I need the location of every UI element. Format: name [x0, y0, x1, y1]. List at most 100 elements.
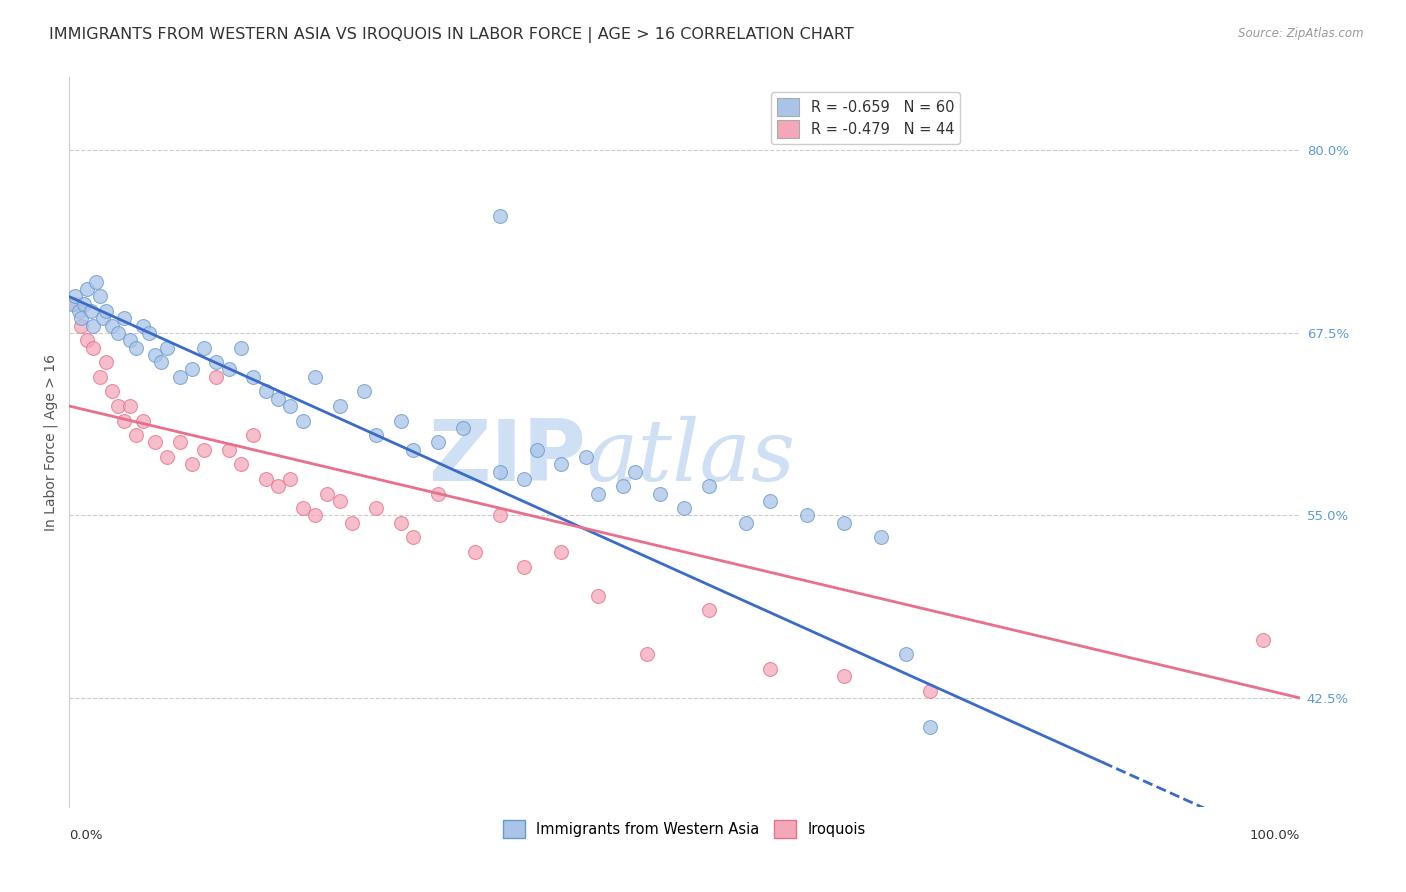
- Point: [125, 428, 148, 442]
- Text: ZIP: ZIP: [427, 416, 586, 499]
- Point: [205, 355, 228, 369]
- Point: [72, 297, 94, 311]
- Point: [759, 662, 782, 676]
- Point: [89, 369, 111, 384]
- Point: [94, 304, 117, 318]
- Point: [193, 341, 215, 355]
- Point: [63, 297, 86, 311]
- Point: [120, 333, 142, 347]
- Point: [513, 472, 536, 486]
- Point: [697, 479, 720, 493]
- Point: [796, 508, 818, 523]
- Point: [70, 318, 93, 333]
- Point: [125, 341, 148, 355]
- Point: [488, 508, 510, 523]
- Point: [340, 516, 363, 530]
- Point: [366, 501, 388, 516]
- Point: [402, 442, 425, 457]
- Point: [464, 545, 486, 559]
- Point: [267, 479, 290, 493]
- Point: [267, 392, 290, 406]
- Text: Source: ZipAtlas.com: Source: ZipAtlas.com: [1239, 27, 1364, 40]
- Point: [920, 683, 942, 698]
- Point: [586, 589, 609, 603]
- Point: [612, 479, 634, 493]
- Point: [107, 326, 129, 340]
- Point: [101, 384, 124, 399]
- Point: [229, 458, 252, 472]
- Point: [62, 297, 84, 311]
- Point: [402, 530, 425, 544]
- Y-axis label: In Labor Force | Age > 16: In Labor Force | Age > 16: [44, 354, 58, 531]
- Legend: Immigrants from Western Asia, Iroquois: Immigrants from Western Asia, Iroquois: [496, 814, 872, 844]
- Point: [242, 428, 264, 442]
- Point: [366, 428, 388, 442]
- Point: [304, 508, 326, 523]
- Point: [636, 647, 658, 661]
- Point: [193, 442, 215, 457]
- Text: IMMIGRANTS FROM WESTERN ASIA VS IROQUOIS IN LABOR FORCE | AGE > 16 CORRELATION C: IMMIGRANTS FROM WESTERN ASIA VS IROQUOIS…: [49, 27, 853, 43]
- Point: [550, 545, 572, 559]
- Point: [131, 318, 153, 333]
- Point: [143, 435, 166, 450]
- Point: [143, 348, 166, 362]
- Text: atlas: atlas: [586, 416, 794, 499]
- Point: [451, 421, 474, 435]
- Point: [76, 333, 98, 347]
- Point: [1251, 632, 1274, 647]
- Point: [131, 413, 153, 427]
- Point: [734, 516, 756, 530]
- Point: [513, 559, 536, 574]
- Point: [205, 369, 228, 384]
- Point: [156, 341, 179, 355]
- Point: [353, 384, 375, 399]
- Point: [91, 311, 114, 326]
- Point: [67, 304, 90, 318]
- Point: [254, 384, 277, 399]
- Point: [316, 486, 339, 500]
- Point: [89, 289, 111, 303]
- Point: [427, 435, 450, 450]
- Point: [80, 304, 103, 318]
- Point: [389, 516, 412, 530]
- Point: [229, 341, 252, 355]
- Point: [870, 530, 893, 544]
- Point: [169, 435, 191, 450]
- Point: [673, 501, 696, 516]
- Point: [82, 341, 104, 355]
- Point: [138, 326, 160, 340]
- Point: [278, 472, 301, 486]
- Point: [94, 355, 117, 369]
- Point: [76, 282, 98, 296]
- Point: [488, 465, 510, 479]
- Point: [575, 450, 598, 464]
- Point: [218, 362, 240, 376]
- Point: [84, 275, 107, 289]
- Text: 100.0%: 100.0%: [1250, 830, 1299, 842]
- Point: [697, 603, 720, 617]
- Point: [218, 442, 240, 457]
- Point: [180, 362, 202, 376]
- Point: [488, 209, 510, 223]
- Point: [278, 399, 301, 413]
- Point: [329, 493, 352, 508]
- Point: [920, 720, 942, 734]
- Point: [63, 289, 86, 303]
- Point: [82, 318, 104, 333]
- Point: [586, 486, 609, 500]
- Point: [427, 486, 450, 500]
- Point: [112, 413, 135, 427]
- Point: [648, 486, 671, 500]
- Point: [180, 458, 202, 472]
- Point: [291, 413, 314, 427]
- Point: [150, 355, 173, 369]
- Point: [550, 458, 572, 472]
- Point: [156, 450, 179, 464]
- Point: [526, 442, 548, 457]
- Point: [832, 516, 855, 530]
- Point: [242, 369, 264, 384]
- Point: [70, 311, 93, 326]
- Point: [107, 399, 129, 413]
- Point: [254, 472, 277, 486]
- Point: [101, 318, 124, 333]
